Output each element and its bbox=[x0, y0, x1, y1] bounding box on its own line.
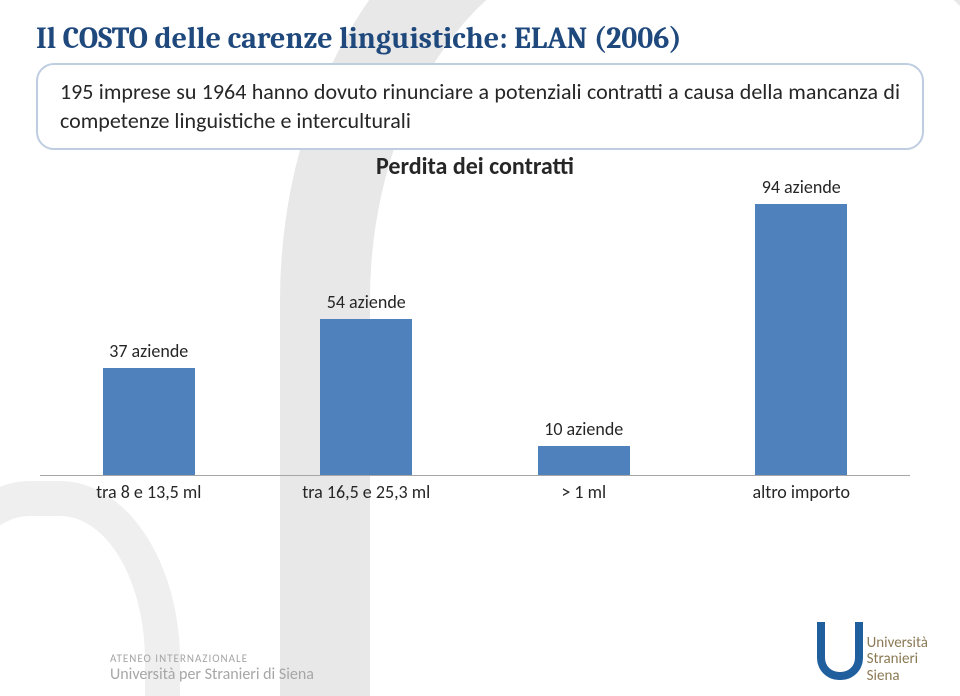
bar bbox=[755, 204, 847, 475]
axis-category-label: > 1 ml bbox=[561, 481, 606, 503]
slide: Il COSTO delle carenze linguistiche: ELA… bbox=[0, 0, 960, 696]
chart: Perdita dei contratti 37 aziendetra 8 e … bbox=[40, 152, 910, 512]
axis-category-label: altro importo bbox=[753, 481, 850, 503]
bar-data-label: 94 aziende bbox=[731, 176, 871, 198]
bar bbox=[538, 446, 630, 475]
bar-data-label: 54 aziende bbox=[296, 291, 436, 313]
bar bbox=[103, 368, 195, 475]
slide-title: Il COSTO delle carenze linguistiche: ELA… bbox=[36, 22, 796, 57]
bar-data-label: 37 aziende bbox=[79, 340, 219, 362]
callout-box: 195 imprese su 1964 hanno dovuto rinunci… bbox=[36, 63, 924, 150]
chart-plot: 37 aziendetra 8 e 13,5 ml54 aziendetra 1… bbox=[40, 188, 910, 476]
axis-category-label: tra 16,5 e 25,3 ml bbox=[302, 481, 430, 503]
bar-data-label: 10 aziende bbox=[514, 418, 654, 440]
callout-text: 195 imprese su 1964 hanno dovuto rinunci… bbox=[60, 78, 900, 135]
bar bbox=[320, 319, 412, 475]
axis-category-label: tra 8 e 13,5 ml bbox=[96, 481, 201, 503]
